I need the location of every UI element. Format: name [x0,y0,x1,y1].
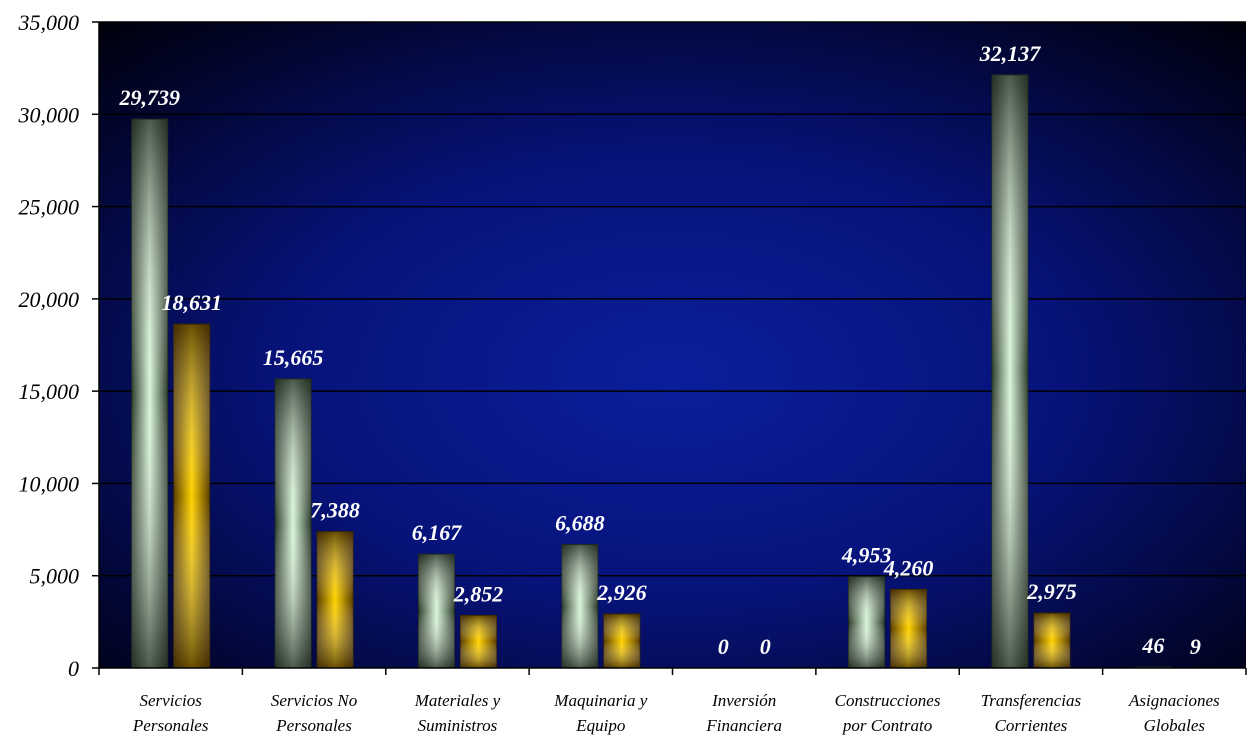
bar-shade [131,119,168,668]
data-label: 15,665 [263,345,324,370]
data-label: 6,167 [412,520,463,545]
data-label: 4,260 [883,555,934,580]
data-label: 2,975 [1026,579,1077,604]
x-tick-label: Transferencias Corrientes [981,691,1082,735]
x-tick-label: Asignaciones Globales [1128,691,1220,735]
data-label: 0 [760,634,771,659]
x-tick-label: Servicios No Personales [271,691,357,735]
axes: 0 5,000 10,000 15,000 20,000 25,000 30,000 35,0… [18,10,1247,735]
data-label: 18,631 [161,290,222,315]
data-label: 4,953 [841,543,892,568]
bar-shade [603,613,640,668]
data-label: 46 [1141,633,1164,658]
bar-shade [418,554,455,668]
data-label: 2,852 [453,581,504,606]
y-tick-label: 20,000 [19,287,80,312]
data-label: 9 [1190,634,1201,659]
x-tick-label: Inversión Financiera [705,691,782,735]
y-tick-label: 25,000 [19,195,80,220]
data-label: 7,388 [310,498,360,523]
bars [131,74,1172,669]
bar-shade [561,544,598,668]
y-tick-label: 15,000 [19,379,80,404]
y-tick-label: 0 [68,656,79,681]
x-tick-label: Materiales y Suministros [414,691,501,735]
x-tick-label: Servicios Personales [132,691,209,735]
bar-shade [275,378,312,668]
bar-shade [848,576,885,668]
y-tick-label: 10,000 [19,471,80,496]
x-tick-label: Construcciones por Contrato [835,691,941,735]
data-label: 29,739 [118,85,180,110]
y-tick-label: 5,000 [30,564,80,589]
y-tick-label: 30,000 [18,102,80,127]
bar-shade [460,615,497,668]
data-label: 2,926 [596,580,647,605]
data-label: 6,688 [555,511,605,536]
x-tick-label: Maquinaria y Equipo [553,691,647,735]
data-label: 32,137 [979,41,1042,66]
bar-shade [1033,613,1070,668]
y-tick-label: 35,000 [18,10,80,35]
bar-shade [890,589,927,668]
data-labels: 29,739 15,665 6,167 6,688 0 4,953 32,137 46 18,6… [118,41,1200,659]
bar-shade [991,74,1028,669]
bar-shade [317,531,354,668]
data-label: 0 [718,634,729,659]
bar-shade [173,324,210,668]
